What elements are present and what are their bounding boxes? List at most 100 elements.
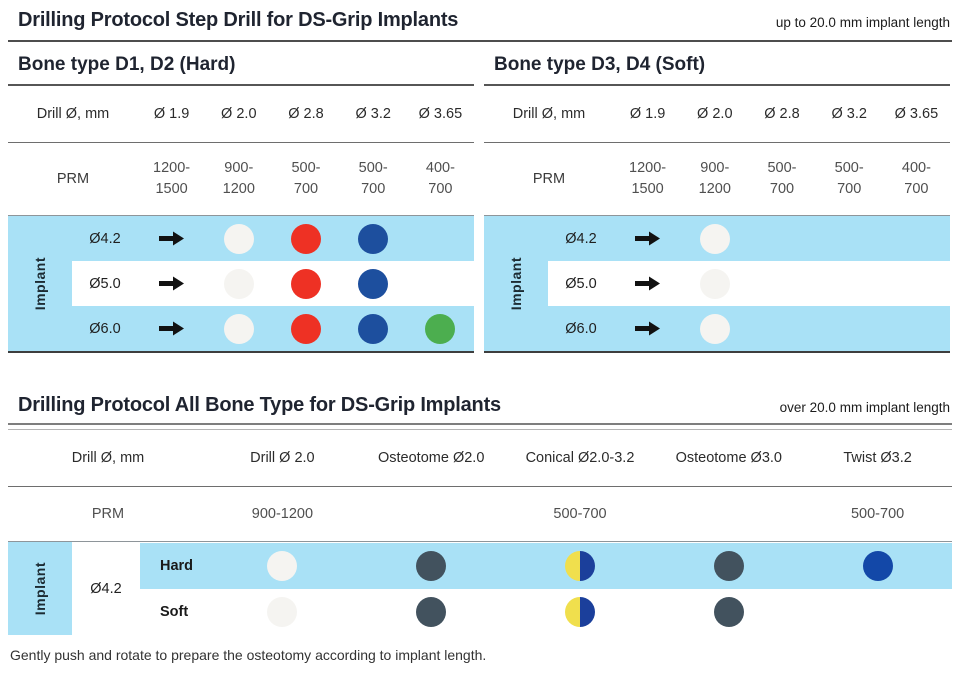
prm-value: 500-700 bbox=[340, 158, 407, 200]
dot-red-icon bbox=[290, 313, 321, 344]
prm-value: 1200-1500 bbox=[138, 158, 205, 200]
section-header: Drilling Protocol All Bone Type for DS-G… bbox=[18, 393, 950, 417]
dot-split-yellow-blue-icon bbox=[564, 597, 595, 627]
prm-value-text: 500-700 bbox=[291, 159, 321, 197]
drill-col-header: Conical Ø2.0-3.2 bbox=[525, 450, 635, 466]
prm-value-text: 900-1200 bbox=[698, 159, 731, 197]
drill-col-header: Ø 2.0 bbox=[221, 106, 257, 122]
divider-line-bottom bbox=[8, 429, 952, 430]
step-tables: Bone type D1, D2 (Hard) Drill Ø, mm Ø 1.9 Ø… bbox=[8, 42, 952, 353]
drill-col-label: Drill Ø, mm bbox=[512, 106, 586, 122]
drill-col-header: Drill Ø 2.0 bbox=[250, 450, 315, 466]
prm-value-text: 900-1200 bbox=[222, 159, 255, 197]
allbone-table: Drill Ø, mm Drill Ø 2.0 Osteotome Ø2.0 Coni… bbox=[8, 430, 952, 635]
dot-blue-icon bbox=[358, 313, 389, 344]
protocol-cell bbox=[272, 268, 339, 299]
drill-col-header: Ø 1.9 bbox=[629, 106, 666, 122]
arrow-right-icon bbox=[159, 231, 185, 246]
prm-value: 500-700 bbox=[850, 506, 905, 522]
implant-row: Ø6.0 bbox=[72, 306, 474, 351]
bone-density-row: Soft bbox=[140, 589, 952, 635]
title-divider bbox=[8, 40, 952, 42]
drill-col-label: Drill Ø, mm bbox=[71, 450, 145, 466]
implant-row-label: Ø5.0 bbox=[89, 275, 121, 292]
drill-col-header: Ø 3.65 bbox=[418, 106, 463, 122]
drill-col-header: Osteotome Ø2.0 bbox=[378, 450, 485, 466]
dot-blue-icon bbox=[358, 223, 389, 254]
implant-row: Ø4.2 bbox=[72, 216, 474, 261]
protocol-cell bbox=[681, 313, 748, 344]
protocol-cell bbox=[654, 551, 803, 581]
implant-side-label: Implant bbox=[8, 216, 72, 351]
implant-band: Implant Ø4.2 Ø5.0 Ø6.0 bbox=[8, 215, 474, 353]
protocol-cell bbox=[681, 223, 748, 254]
bone-table-soft: Bone type D3, D4 (Soft) Drill Ø, mm Ø 1.9 Ø… bbox=[484, 42, 950, 353]
dot-white-icon bbox=[699, 223, 730, 254]
prm-value: 500-700 bbox=[748, 158, 815, 200]
prm-value-text: 500-700 bbox=[834, 159, 864, 197]
implant-side-label-text: Implant bbox=[32, 256, 48, 311]
dot-white-icon bbox=[267, 551, 298, 581]
section-title: Drilling Protocol All Bone Type for DS-G… bbox=[18, 394, 501, 416]
dot-gray-icon bbox=[416, 597, 447, 627]
prm-row: PRM 1200-1500 900-1200 500-700 500-700 400-70… bbox=[8, 143, 474, 215]
bone-table-heading: Bone type D3, D4 (Soft) bbox=[484, 42, 950, 86]
protocol-cell bbox=[340, 313, 407, 344]
protocol-cell bbox=[138, 231, 205, 246]
prm-value: 900-1200 bbox=[251, 506, 314, 522]
prm-label: PRM bbox=[91, 506, 125, 522]
implant-length-note: up to 20.0 mm implant length bbox=[775, 15, 950, 30]
dot-white-icon bbox=[223, 268, 254, 299]
protocol-cell bbox=[208, 597, 357, 627]
implant-band: Implant Ø4.2 Hard Soft bbox=[8, 542, 952, 635]
prm-value: 1200-1500 bbox=[614, 158, 681, 200]
drill-col-label: Drill Ø, mm bbox=[36, 106, 110, 122]
drill-col-header: Ø 2.8 bbox=[288, 106, 324, 122]
dot-gray-icon bbox=[416, 551, 447, 581]
arrow-right-icon bbox=[159, 321, 185, 336]
drill-col-header: Ø 1.9 bbox=[153, 106, 190, 122]
divider-line-top bbox=[8, 423, 952, 425]
prm-value: 500-700 bbox=[272, 158, 339, 200]
implant-side-label: Implant bbox=[8, 542, 72, 635]
implant-row: Ø5.0 bbox=[548, 261, 950, 306]
drill-header-row: Drill Ø, mm Drill Ø 2.0 Osteotome Ø2.0 Coni… bbox=[8, 430, 952, 487]
section-divider bbox=[8, 423, 952, 430]
implant-side-label: Implant bbox=[484, 216, 548, 351]
protocol-cell bbox=[614, 231, 681, 246]
prm-value-text: 500-700 bbox=[358, 159, 388, 197]
implant-band: Implant Ø4.2 Ø5.0 Ø6.0 bbox=[484, 215, 950, 353]
dot-white-icon bbox=[223, 223, 254, 254]
implant-row: Ø4.2 bbox=[548, 216, 950, 261]
drill-col-header: Ø 3.2 bbox=[831, 106, 867, 122]
dot-red-icon bbox=[290, 268, 321, 299]
dot-white-icon bbox=[699, 268, 730, 299]
dot-split-yellow-blue-icon bbox=[564, 551, 595, 581]
footer-note: Gently push and rotate to prepare the os… bbox=[10, 647, 487, 663]
prm-row: PRM 900-1200 500-700 500-700 bbox=[8, 487, 952, 542]
prm-value-text: 400-700 bbox=[901, 159, 931, 197]
prm-value: 400-700 bbox=[407, 158, 474, 200]
protocol-cell bbox=[506, 597, 655, 627]
dot-white-icon bbox=[267, 597, 298, 627]
drill-header-row: Drill Ø, mm Ø 1.9 Ø 2.0 Ø 2.8 Ø 3.2 Ø 3.65 bbox=[484, 86, 950, 143]
bone-table-heading: Bone type D1, D2 (Hard) bbox=[8, 42, 474, 86]
drill-header-row: Drill Ø, mm Ø 1.9 Ø 2.0 Ø 2.8 Ø 3.2 Ø 3.65 bbox=[8, 86, 474, 143]
protocol-cell bbox=[138, 276, 205, 291]
protocol-cell bbox=[340, 223, 407, 254]
implant-row-label: Ø5.0 bbox=[565, 275, 597, 292]
arrow-right-icon bbox=[635, 231, 661, 246]
prm-value: 900-1200 bbox=[205, 158, 272, 200]
protocol-cell bbox=[208, 551, 357, 581]
implant-row: Ø6.0 bbox=[548, 306, 950, 351]
arrow-right-icon bbox=[635, 276, 661, 291]
prm-row: PRM 1200-1500 900-1200 500-700 500-700 400-70… bbox=[484, 143, 950, 215]
implant-row-label: Ø4.2 bbox=[565, 230, 597, 247]
implant-length-note-2: over 20.0 mm implant length bbox=[779, 400, 950, 415]
drill-col-header: Osteotome Ø3.0 bbox=[675, 450, 782, 466]
arrow-right-icon bbox=[159, 276, 185, 291]
prm-value: 500-700 bbox=[816, 158, 883, 200]
drill-col-header: Ø 3.65 bbox=[894, 106, 939, 122]
implant-row-label: Ø4.2 bbox=[89, 230, 121, 247]
protocol-cell bbox=[357, 597, 506, 627]
